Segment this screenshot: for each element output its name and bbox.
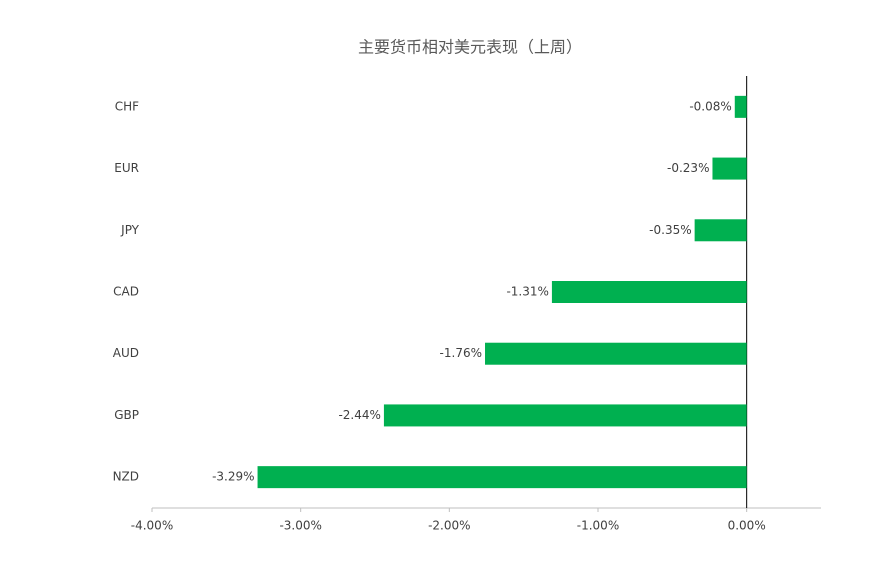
value-label: -0.23% (667, 161, 709, 175)
x-tick-label: -4.00% (131, 519, 173, 533)
y-tick-label: AUD (113, 346, 139, 360)
bar (712, 157, 747, 180)
value-label: -1.76% (440, 346, 482, 360)
bar (383, 404, 747, 427)
bar (551, 281, 747, 303)
x-tick-label: 0.00% (728, 519, 766, 533)
y-tick-label: CAD (113, 285, 139, 299)
y-tick-label: NZD (113, 470, 139, 484)
value-label: -2.44% (338, 408, 380, 422)
bar (694, 219, 747, 242)
x-tick-label: -2.00% (428, 519, 470, 533)
y-tick-label: JPY (120, 223, 140, 237)
y-tick-label: GBP (114, 408, 139, 422)
y-tick-label: EUR (114, 161, 139, 175)
chart-title: 主要货币相对美元表现（上周） (358, 38, 582, 57)
value-label: -0.08% (689, 99, 731, 113)
bar (485, 342, 747, 365)
value-label: -0.35% (649, 223, 691, 237)
value-label: -1.31% (506, 285, 548, 299)
y-tick-label: CHF (115, 99, 139, 113)
bar (257, 466, 747, 489)
bar (734, 95, 747, 118)
x-tick-label: -1.00% (577, 519, 619, 533)
x-tick-label: -3.00% (279, 519, 321, 533)
value-label: -3.29% (212, 470, 254, 484)
